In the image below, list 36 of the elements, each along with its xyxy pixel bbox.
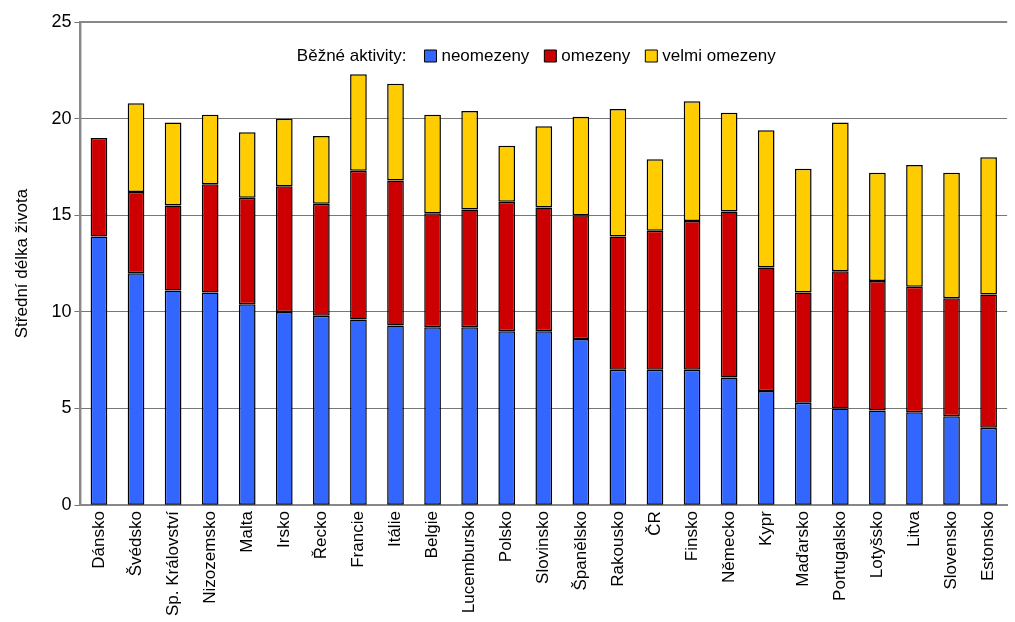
x-tick-label: Rakousko <box>607 511 627 587</box>
x-tick-label: Sp. Království <box>162 510 182 616</box>
x-tick-label: Polsko <box>496 511 516 563</box>
x-tick-label: Belgie <box>422 511 442 559</box>
legend-title: Běžné aktivity: <box>296 45 407 65</box>
x-tick-label: Litva <box>904 510 924 548</box>
y-tick-label: 15 <box>51 204 72 225</box>
x-tick-label: Německo <box>718 511 738 583</box>
x-tick-label: Malta <box>236 510 256 553</box>
x-tick-label: Kypr <box>755 510 775 547</box>
x-tick-label: Lucembursko <box>459 511 479 614</box>
x-tick-label: Finsko <box>681 511 701 562</box>
x-tick-label: Dánsko <box>88 511 108 569</box>
y-tick-label: 20 <box>51 107 72 128</box>
y-axis-title: Střední délka života <box>11 188 31 339</box>
x-tick-label: Portugalsko <box>830 511 850 601</box>
x-tick-label: Slovinsko <box>533 511 553 584</box>
x-tick-label: Řecko <box>311 511 331 560</box>
x-tick-label: Francie <box>348 511 368 568</box>
y-tick-label: 5 <box>61 397 72 418</box>
y-tick-label: 0 <box>61 494 72 515</box>
x-tick-label: ČR <box>644 511 664 536</box>
x-tick-label: Švédsko <box>125 511 145 577</box>
x-tick-label: Španělsko <box>570 511 590 591</box>
x-tick-label: Lotyšsko <box>867 511 887 579</box>
y-tick-label: 25 <box>51 10 72 31</box>
x-tick-label: Slovensko <box>941 511 961 590</box>
x-tick-label: Nizozemsko <box>199 511 219 604</box>
y-tick-label: 10 <box>51 300 72 321</box>
x-tick-label: Estonsko <box>978 511 998 582</box>
legend-label: neomezeny <box>441 45 530 65</box>
x-tick-label: Irsko <box>273 511 293 548</box>
legend-label: omezeny <box>561 45 631 65</box>
legend-label: velmi omezeny <box>662 45 777 65</box>
x-tick-label: Itálie <box>385 511 405 548</box>
x-tick-label: Maďarsko <box>792 511 812 587</box>
